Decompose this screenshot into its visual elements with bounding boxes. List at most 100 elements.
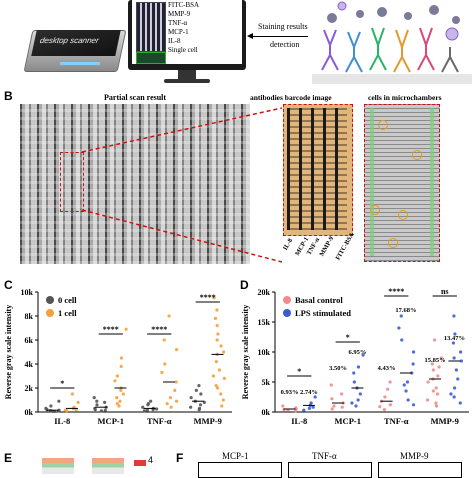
data-point xyxy=(432,338,437,342)
data-point xyxy=(199,392,203,396)
stack-bar-1 xyxy=(42,458,74,474)
panel-f-box-1 xyxy=(198,462,282,478)
staining-label-1: Staining results xyxy=(258,22,308,31)
cell-circle xyxy=(412,150,422,160)
partial-scan-image xyxy=(20,104,250,264)
x-tick-label: TNF-α xyxy=(384,416,409,426)
data-point xyxy=(57,399,61,403)
x-tick-label: IL-8 xyxy=(54,416,70,426)
data-point xyxy=(411,350,416,354)
data-point xyxy=(45,408,49,412)
data-point xyxy=(430,362,434,366)
antibody-illustration xyxy=(312,1,472,84)
data-point xyxy=(329,383,333,387)
y-tick-label: 2k xyxy=(25,384,34,393)
data-point xyxy=(99,409,103,413)
data-point xyxy=(456,377,460,381)
legend-label: 0 cell xyxy=(58,295,77,305)
staining-arrow-head xyxy=(247,33,253,39)
substrate xyxy=(312,74,472,84)
legend-label: 1 cell xyxy=(58,308,77,318)
y-tick-label: 10k xyxy=(21,288,34,297)
x-tick-label: MCP-1 xyxy=(98,416,124,426)
data-point xyxy=(194,388,198,392)
data-point xyxy=(352,371,356,375)
data-point xyxy=(282,408,286,412)
data-point xyxy=(307,406,312,410)
monitor-list: FITC-BSA MMP-9 TNF-α MCP-1 IL-8 Single c… xyxy=(168,1,242,55)
data-point xyxy=(350,401,354,405)
y-tick-label: 10k xyxy=(258,348,271,357)
cell-icons xyxy=(337,1,459,41)
percent-label: 3.50% xyxy=(329,365,347,372)
legend-label: LPS stimulated xyxy=(295,308,351,318)
percent-label: 0.93% xyxy=(281,389,299,396)
data-point xyxy=(302,408,306,412)
cell-circle xyxy=(398,210,408,220)
legend-swatch xyxy=(134,460,146,466)
legend-marker xyxy=(283,296,291,304)
data-point xyxy=(119,356,124,360)
data-point xyxy=(213,316,218,320)
significance-label: **** xyxy=(200,293,216,302)
data-point xyxy=(162,338,166,342)
data-point xyxy=(454,368,458,372)
data-point xyxy=(219,344,223,348)
data-point xyxy=(76,400,80,404)
significance-label: **** xyxy=(103,325,119,334)
data-point xyxy=(117,404,121,408)
data-point xyxy=(340,405,344,409)
monitor-list-item: TNF-α xyxy=(168,19,188,27)
data-point xyxy=(115,374,119,378)
data-point xyxy=(124,327,128,331)
data-point xyxy=(215,338,219,342)
legend-value: 4 xyxy=(148,455,154,465)
data-point xyxy=(198,403,203,407)
data-point xyxy=(174,399,179,403)
data-point xyxy=(453,332,457,336)
data-point xyxy=(356,365,361,369)
data-point xyxy=(352,380,356,384)
data-point xyxy=(146,402,150,406)
data-point xyxy=(149,399,153,403)
data-point xyxy=(452,395,456,399)
zoom-box xyxy=(60,152,84,212)
data-point xyxy=(220,404,224,408)
legend-marker xyxy=(46,296,54,304)
data-point xyxy=(399,314,403,318)
data-point xyxy=(49,404,53,408)
data-point xyxy=(434,401,438,405)
data-point xyxy=(103,400,107,404)
data-point xyxy=(449,392,453,396)
significance-label: ns xyxy=(441,287,449,296)
data-point xyxy=(402,383,406,387)
data-point xyxy=(115,396,119,400)
data-point xyxy=(404,389,408,393)
data-point xyxy=(163,362,167,366)
barcode-title: antibodies barcode image xyxy=(250,93,332,102)
data-point xyxy=(189,396,193,400)
y-tick-label: 20k xyxy=(258,288,271,297)
data-point xyxy=(103,408,107,412)
data-point xyxy=(216,332,220,336)
significance-label: * xyxy=(297,367,301,376)
data-point xyxy=(119,364,123,368)
percent-label: 13.47% xyxy=(444,335,465,342)
scanner-light xyxy=(60,62,100,65)
microchamber-green-band xyxy=(370,108,374,256)
barcode-label: FITC-BSA xyxy=(334,231,356,262)
data-point xyxy=(434,386,438,390)
data-point xyxy=(340,392,344,396)
data-point xyxy=(405,380,410,384)
data-point xyxy=(217,368,221,372)
data-point xyxy=(459,359,463,363)
data-point xyxy=(382,408,386,412)
data-point xyxy=(354,404,358,408)
data-point xyxy=(168,396,173,400)
percent-label: 4.43% xyxy=(378,365,396,372)
legend-marker xyxy=(283,309,291,317)
data-point xyxy=(142,409,147,413)
panel-f-title: MCP-1 xyxy=(222,451,249,461)
data-point xyxy=(169,405,173,409)
